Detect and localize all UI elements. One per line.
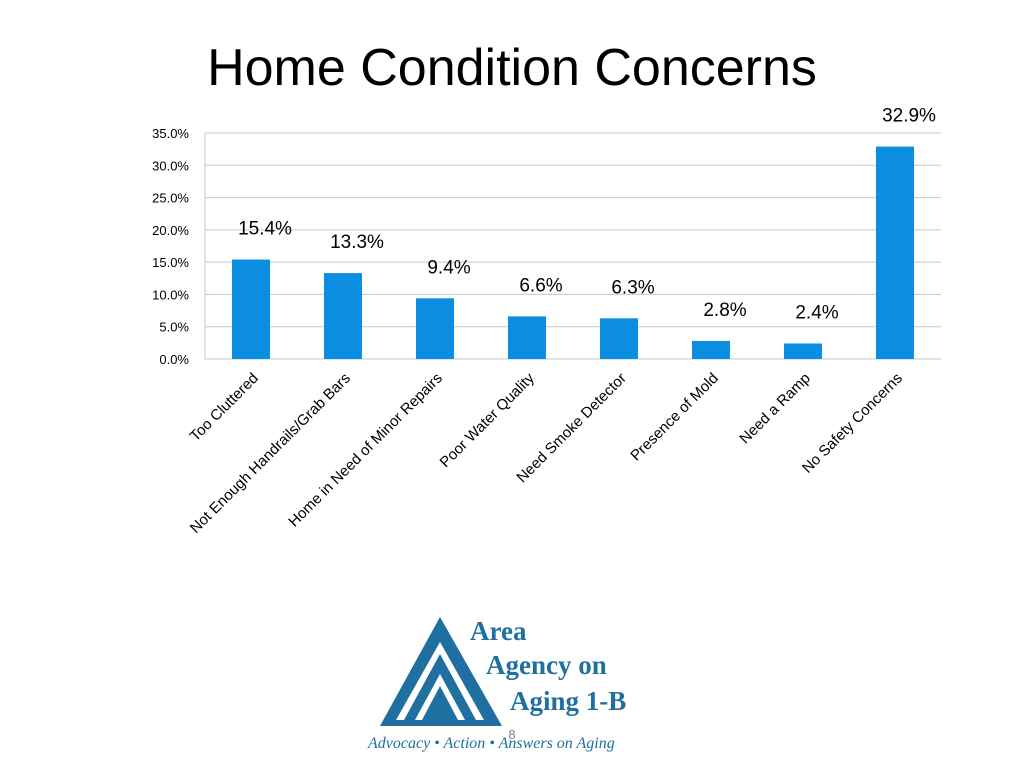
y-tick-label: 5.0% bbox=[159, 320, 189, 335]
logo-line-1: Area bbox=[470, 616, 527, 646]
x-tick-label: No Safety Concerns bbox=[799, 370, 906, 477]
logo-line-2: Agency on bbox=[486, 650, 607, 680]
logo-tagline: Advocacy • Action • Answers on Aging bbox=[367, 735, 615, 752]
logo-line-3: Aging 1-B bbox=[510, 686, 626, 716]
bar bbox=[416, 298, 454, 359]
bars bbox=[232, 146, 914, 359]
y-tick-label: 10.0% bbox=[152, 287, 189, 302]
bar bbox=[508, 316, 546, 359]
page-number: 8 bbox=[508, 727, 516, 742]
bar bbox=[692, 340, 730, 359]
y-tick-label: 0.0% bbox=[159, 352, 189, 367]
data-labels: 15.4% 13.3% 9.4% 6.6% 6.3% 2.8% 2.4% 32.9% bbox=[238, 106, 936, 324]
x-tick-label: Home in Need of Minor Repairs bbox=[285, 370, 446, 531]
bar bbox=[600, 318, 638, 359]
x-tick-label: Presence of Mold bbox=[627, 370, 722, 465]
data-label: 9.4% bbox=[427, 257, 470, 278]
data-label: 32.9% bbox=[882, 106, 936, 127]
y-tick-label: 20.0% bbox=[152, 223, 189, 238]
bar bbox=[324, 273, 362, 359]
y-tick-label: 15.0% bbox=[152, 255, 189, 270]
data-label: 15.4% bbox=[238, 219, 292, 240]
x-tick-label: Not Enough Handrails/Grab Bars bbox=[187, 370, 354, 537]
x-tick-label: Need a Ramp bbox=[736, 370, 813, 447]
triangle-mountain-icon bbox=[380, 617, 502, 726]
agency-logo: Area Agency on Aging 1-B Advocacy • Acti… bbox=[367, 616, 626, 752]
bar bbox=[784, 343, 822, 359]
x-tick-label: Poor Water Quality bbox=[437, 369, 539, 471]
data-label: 6.3% bbox=[611, 277, 654, 298]
y-tick-label: 35.0% bbox=[152, 126, 189, 141]
bar bbox=[876, 146, 914, 359]
bar-chart: 0.0% 5.0% 10.0% 15.0% 20.0% 25.0% 30.0% 35.0% 1… bbox=[152, 106, 941, 537]
y-tick-label: 25.0% bbox=[152, 191, 189, 206]
bar bbox=[232, 259, 270, 359]
y-tick-label: 30.0% bbox=[152, 158, 189, 173]
slide-title: Home Condition Concerns bbox=[207, 39, 817, 97]
data-label: 2.8% bbox=[703, 300, 746, 321]
gridlines bbox=[204, 132, 941, 360]
data-label: 13.3% bbox=[330, 232, 384, 253]
data-label: 2.4% bbox=[795, 303, 838, 324]
y-axis-ticks: 0.0% 5.0% 10.0% 15.0% 20.0% 25.0% 30.0% 35.0% bbox=[152, 126, 189, 367]
data-label: 6.6% bbox=[519, 275, 562, 296]
x-tick-label: Too Cluttered bbox=[187, 370, 262, 445]
